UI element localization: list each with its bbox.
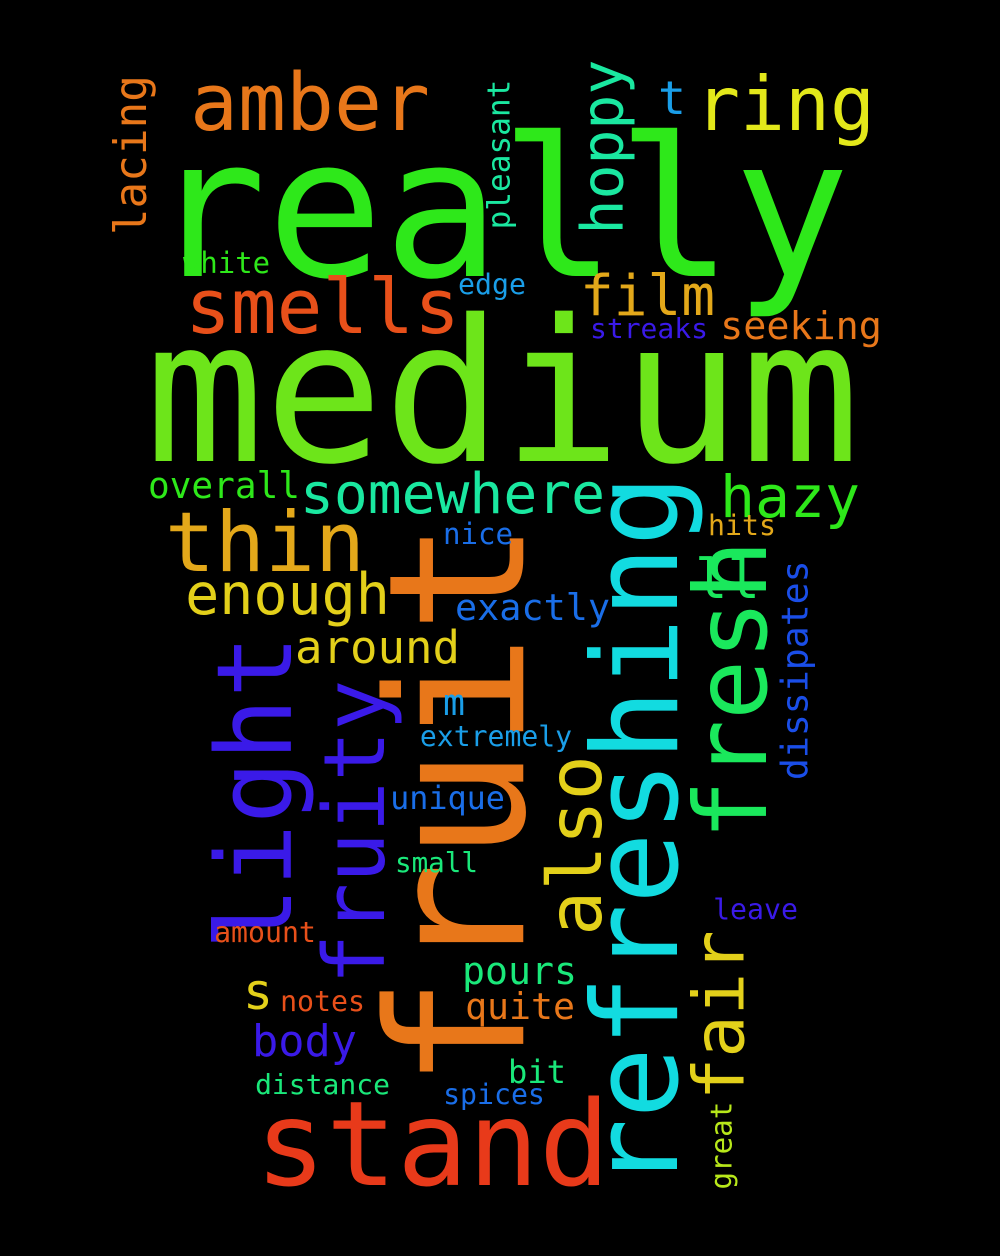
- word-around: around: [294, 620, 461, 674]
- word-small: small: [394, 846, 479, 880]
- word-white: white: [183, 246, 270, 281]
- word-leave: leave: [713, 892, 798, 926]
- word-enough: enough: [185, 562, 390, 629]
- word-exactly: exactly: [454, 585, 611, 629]
- word-amount: amount: [214, 915, 316, 949]
- word-somewhere: somewhere: [299, 461, 606, 527]
- word-ll: ll: [694, 548, 761, 611]
- word-lacing: lacing: [106, 74, 158, 235]
- word-amber: amber: [190, 55, 430, 149]
- word-ring: ring: [695, 60, 875, 148]
- word-great: great: [704, 1102, 739, 1190]
- word-body: body: [252, 1016, 357, 1067]
- word-s: s: [243, 962, 273, 1021]
- word-thin: thin: [165, 494, 365, 591]
- word-m: m: [443, 680, 465, 724]
- word-light: light: [193, 635, 316, 950]
- word-quite: quite: [465, 985, 575, 1029]
- word-dissipates: dissipates: [773, 560, 817, 780]
- word-t: t: [658, 70, 686, 125]
- word-spices: spices: [443, 1077, 545, 1111]
- word-fair: fair: [677, 929, 761, 1101]
- word-really: really: [149, 96, 851, 323]
- word-pleasant: pleasant: [480, 80, 517, 230]
- word-fruity: fruity: [305, 680, 404, 985]
- word-nice: nice: [442, 517, 514, 552]
- word-pours: pours: [462, 949, 577, 994]
- word-seeking: seeking: [720, 303, 882, 349]
- word-extremely: extremely: [419, 719, 573, 753]
- word-notes: notes: [280, 984, 365, 1018]
- word-hoppy: hoppy: [568, 60, 637, 235]
- word-distance: distance: [255, 1068, 390, 1101]
- word-hazy: hazy: [720, 463, 860, 532]
- word-film: film: [579, 264, 716, 330]
- word-hits: hits: [708, 509, 776, 543]
- word-overall: overall: [147, 464, 301, 507]
- word-smells: smells: [185, 262, 460, 352]
- word-also: also: [530, 754, 619, 936]
- word-unique: unique: [390, 780, 505, 818]
- word-stand: stand: [255, 1076, 610, 1214]
- word-bit: bit: [508, 1052, 566, 1091]
- word-edge: edge: [458, 267, 526, 301]
- word-streaks: streaks: [589, 312, 708, 345]
- word-medium: medium: [145, 276, 860, 508]
